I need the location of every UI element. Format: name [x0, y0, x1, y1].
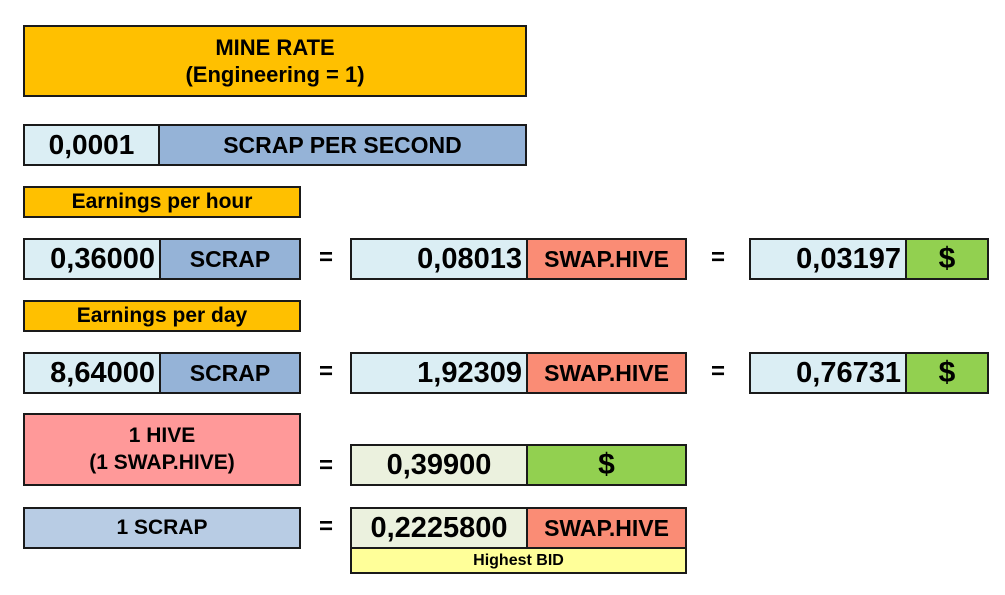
- hour-scrap-value: 0,36000: [23, 238, 161, 280]
- highest-bid-note: Highest BID: [350, 547, 687, 574]
- scrap-price-value: 0,2225800: [350, 507, 528, 549]
- earnings-per-hour-text: Earnings per hour: [71, 190, 253, 213]
- day-scrap-unit-text: SCRAP: [189, 359, 271, 386]
- day-swap-unit: SWAP.HIVE: [526, 352, 687, 394]
- day-scrap-value-text: 8,64000: [50, 356, 155, 389]
- highest-bid-text: Highest BID: [473, 551, 564, 569]
- hour-scrap-value-text: 0,36000: [50, 242, 155, 275]
- hive-label-line2: (1 SWAP.HIVE): [89, 450, 235, 474]
- day-usd-value-text: 0,76731: [796, 356, 901, 389]
- rate-value: 0,0001: [23, 124, 160, 166]
- dollar-icon: $: [938, 242, 956, 275]
- dollar-icon: $: [938, 356, 956, 389]
- day-equals-2: =: [710, 358, 725, 385]
- hive-usd-value-text: 0,39900: [386, 448, 492, 481]
- scrap-price-equals: =: [318, 513, 333, 540]
- hive-label: 1 HIVE (1 SWAP.HIVE): [23, 413, 301, 486]
- day-swap-value-text: 1,92309: [417, 356, 522, 389]
- hour-swap-unit: SWAP.HIVE: [526, 238, 687, 280]
- earnings-per-hour-label: Earnings per hour: [23, 186, 301, 218]
- mine-rate-header: MINE RATE (Engineering = 1): [23, 25, 527, 97]
- scrap-price-label-text: 1 SCRAP: [116, 516, 208, 539]
- hive-equals: =: [318, 452, 333, 479]
- day-scrap-unit: SCRAP: [159, 352, 301, 394]
- hour-swap-value-text: 0,08013: [417, 242, 522, 275]
- scrap-price-unit: SWAP.HIVE: [526, 507, 687, 549]
- dollar-icon: $: [598, 448, 615, 481]
- scrap-price-unit-text: SWAP.HIVE: [544, 514, 669, 541]
- earnings-per-day-text: Earnings per day: [76, 304, 248, 327]
- hour-equals-1: =: [318, 244, 333, 271]
- rate-unit-text: SCRAP PER SECOND: [223, 131, 462, 158]
- hive-usd-value: 0,39900: [350, 444, 528, 486]
- hive-label-line1: 1 HIVE: [128, 424, 196, 448]
- hour-swap-unit-text: SWAP.HIVE: [544, 245, 669, 272]
- hour-scrap-unit: SCRAP: [159, 238, 301, 280]
- rate-unit: SCRAP PER SECOND: [158, 124, 527, 166]
- day-equals-1: =: [318, 358, 333, 385]
- scrap-price-label: 1 SCRAP: [23, 507, 301, 549]
- day-usd-value: 0,76731: [749, 352, 907, 394]
- mine-rate-subtitle: (Engineering = 1): [185, 62, 365, 87]
- scrap-price-value-text: 0,2225800: [370, 511, 508, 544]
- rate-value-text: 0,0001: [48, 129, 135, 160]
- day-swap-value: 1,92309: [350, 352, 528, 394]
- hour-equals-2: =: [710, 244, 725, 271]
- hour-swap-value: 0,08013: [350, 238, 528, 280]
- hour-usd-unit: $: [905, 238, 989, 280]
- mine-rate-title: MINE RATE: [215, 34, 335, 60]
- day-swap-unit-text: SWAP.HIVE: [544, 359, 669, 386]
- hive-usd-unit: $: [526, 444, 687, 486]
- earnings-per-day-label: Earnings per day: [23, 300, 301, 332]
- day-scrap-value: 8,64000: [23, 352, 161, 394]
- hour-usd-value-text: 0,03197: [796, 242, 901, 275]
- hour-scrap-unit-text: SCRAP: [189, 245, 271, 272]
- day-usd-unit: $: [905, 352, 989, 394]
- hour-usd-value: 0,03197: [749, 238, 907, 280]
